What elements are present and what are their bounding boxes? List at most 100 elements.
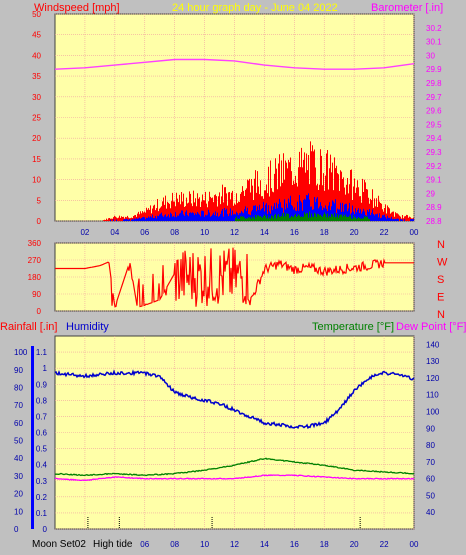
humidity-tick-label: 70: [14, 401, 23, 410]
series-layer: [54, 58, 415, 529]
temperature-axis-title: Temperature [°F]: [312, 321, 394, 333]
x-tick-label: 10: [200, 228, 209, 237]
grid-lines: [31, 13, 415, 530]
windspeed-tick-label: 5: [37, 196, 42, 205]
barometer-tick-label: 29.6: [426, 107, 442, 116]
x-tick-label: 18: [320, 540, 329, 549]
direction-tick-label: 360: [28, 239, 42, 248]
x-tick-label: 18: [320, 228, 329, 237]
barometer-tick-label: 28.9: [426, 203, 442, 212]
humidity-axis-title: Humidity: [66, 321, 109, 333]
humidity-tick-label: 50: [14, 437, 23, 446]
humidity-tick-label: 80: [14, 383, 23, 392]
barometer-tick-label: 29.9: [426, 65, 442, 74]
x-tick-label: 14: [260, 540, 269, 549]
humidity-line: [54, 369, 415, 430]
humidity-tick-label: 100: [14, 348, 28, 357]
x-tick-label: 00: [410, 540, 419, 549]
compass-label: N: [437, 309, 445, 321]
x-tick-label: 10: [200, 540, 209, 549]
rainfall-tick-label: 1: [43, 364, 48, 373]
barometer-tick-label: 28.8: [426, 217, 442, 226]
compass-label: S: [437, 274, 444, 286]
x-tick-label: 16: [290, 540, 299, 549]
rainfall-tick-label: 0.3: [36, 477, 48, 486]
dewpoint-line: [54, 474, 415, 482]
windspeed-tick-label: 30: [32, 93, 41, 102]
temperature-tick-label: 140: [426, 340, 440, 349]
humidity-tick-label: 30: [14, 472, 23, 481]
barometer-line: [54, 58, 415, 70]
windspeed-tick-label: 25: [32, 114, 41, 123]
windspeed-tick-label: 15: [32, 155, 41, 164]
barometer-tick-label: 30.1: [426, 38, 442, 47]
rainfall-tick-label: 0.4: [36, 461, 48, 470]
x-tick-label: 02: [80, 228, 89, 237]
direction-tick-label: 90: [32, 290, 41, 299]
temperature-tick-label: 40: [426, 508, 435, 517]
windspeed-tick-label: 35: [32, 72, 41, 81]
humidity-tick-label: 0: [14, 525, 19, 534]
humidity-tick-label: 90: [14, 366, 23, 375]
windspeed-tick-label: 45: [32, 31, 41, 40]
x-tick-label: 06: [140, 228, 149, 237]
direction-tick-label: 270: [28, 256, 42, 265]
dewpoint-axis-title: Dew Point [°F]: [396, 321, 466, 333]
x-tick-label: 16: [290, 228, 299, 237]
wind-barometer-plot: [54, 13, 415, 222]
temperature-tick-label: 90: [426, 424, 435, 433]
barometer-tick-label: 29.2: [426, 162, 442, 171]
rainfall-axis-title: Rainfall [.in]: [0, 321, 57, 333]
x-tick-label: 12: [230, 228, 239, 237]
barometer-tick-label: 29.3: [426, 148, 442, 157]
temperature-tick-label: 70: [426, 458, 435, 467]
rainfall-tick-label: 1.1: [36, 348, 48, 357]
temperature-tick-label: 130: [426, 357, 440, 366]
rainfall-tick-label: 0.5: [36, 445, 48, 454]
humidity-tick-label: 10: [14, 507, 23, 516]
chart-title: 24 hour graph day - June 04 2022: [172, 2, 338, 14]
temperature-tick-label: 100: [426, 408, 440, 417]
compass-label: W: [437, 257, 448, 269]
barometer-tick-label: 29.8: [426, 79, 442, 88]
x-tick-label: 00: [410, 228, 419, 237]
rainfall-tick-label: 0.6: [36, 429, 48, 438]
x-tick-label: 22: [380, 228, 389, 237]
temperature-tick-label: 120: [426, 374, 440, 383]
rainfall-tick-label: 0.2: [36, 493, 48, 502]
barometer-tick-label: 30: [426, 51, 435, 60]
x-tick-label: 20: [350, 540, 359, 549]
humidity-tick-label: 20: [14, 490, 23, 499]
high-tide-label: High tide: [93, 539, 133, 550]
compass-label: E: [437, 292, 444, 304]
windspeed-tick-label: 50: [32, 10, 41, 19]
rainfall-axis-bar: [31, 346, 34, 529]
windspeed-tick-label: 20: [32, 134, 41, 143]
temperature-tick-label: 80: [426, 441, 435, 450]
barometer-tick-label: 29.7: [426, 93, 442, 102]
rainfall-tick-label: 0.1: [36, 509, 48, 518]
direction-tick-label: 0: [37, 307, 42, 316]
rainfall-tick-label: 0: [43, 525, 48, 534]
x-tick-label: 12: [230, 540, 239, 549]
humidity-tick-label: 40: [14, 454, 23, 463]
windspeed-tick-label: 40: [32, 51, 41, 60]
moon-set-label: Moon Set02: [32, 539, 86, 550]
x-tick-label: 22: [380, 540, 389, 549]
windspeed-tick-label: 0: [37, 217, 42, 226]
windspeed-tick-label: 10: [32, 176, 41, 185]
temperature-line: [54, 457, 415, 477]
windspeed-axis-title: Windspeed [mph]: [34, 2, 120, 14]
barometer-tick-label: 30.2: [426, 24, 442, 33]
barometer-tick-label: 29: [426, 189, 435, 198]
humidity-tick-label: 60: [14, 419, 23, 428]
barometer-tick-label: 29.1: [426, 176, 442, 185]
direction-tick-label: 180: [28, 273, 42, 282]
temperature-tick-label: 50: [426, 491, 435, 500]
x-tick-label: 08: [170, 540, 179, 549]
temperature-tick-label: 60: [426, 475, 435, 484]
rainfall-tick-label: 0.7: [36, 412, 48, 421]
temperature-tick-label: 110: [426, 391, 439, 400]
